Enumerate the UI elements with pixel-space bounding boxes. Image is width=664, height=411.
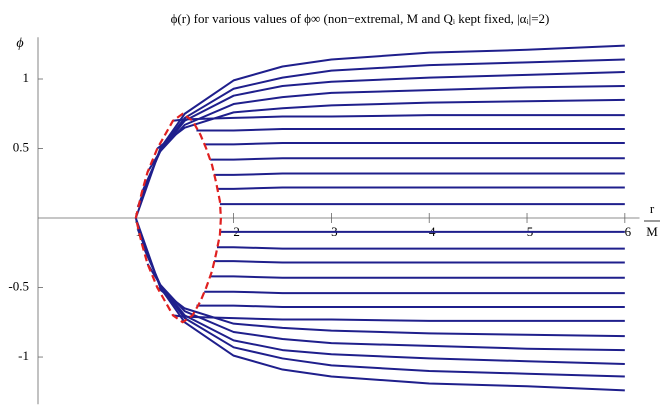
line [216, 186, 625, 190]
y-tick-label: 0.5 [13, 139, 29, 154]
line [156, 286, 625, 338]
line [204, 141, 625, 146]
line [156, 98, 625, 150]
line [172, 114, 625, 122]
dashed-curve [134, 112, 222, 324]
y-axis-label: ϕ [16, 36, 23, 51]
line [210, 157, 625, 161]
line [134, 217, 625, 392]
line [136, 58, 625, 208]
line [204, 290, 625, 295]
line [134, 44, 625, 219]
chart-title: ϕ(r) for various values of ϕ∞ (non−extre… [171, 11, 550, 26]
line [172, 314, 625, 322]
line [216, 246, 625, 250]
line [196, 128, 625, 132]
line [210, 275, 625, 279]
x-tick-label: 6 [625, 224, 632, 239]
line [146, 84, 625, 173]
line [136, 228, 625, 378]
x-axis-label: M [646, 224, 658, 239]
line [146, 263, 625, 352]
line [196, 304, 625, 308]
y-tick-label: 1 [23, 70, 30, 85]
line [214, 260, 625, 264]
x-axis-label: r [650, 201, 655, 216]
line [214, 172, 625, 176]
y-tick-label: -1 [18, 348, 29, 363]
y-tick-label: -0.5 [8, 279, 29, 294]
